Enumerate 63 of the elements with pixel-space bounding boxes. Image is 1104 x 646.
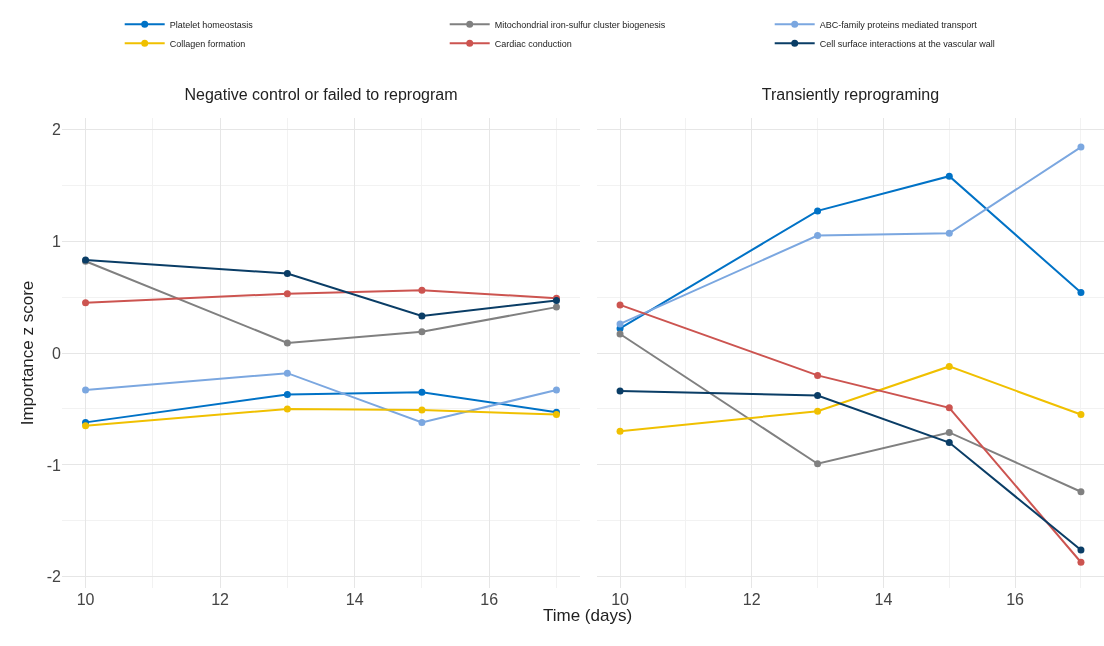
x-axis-title: Time (days) <box>543 606 633 625</box>
point <box>814 232 822 239</box>
point <box>1077 488 1085 496</box>
point <box>283 390 291 398</box>
x-tick-label: 16 <box>1006 591 1025 608</box>
x-tick-label: 10 <box>611 591 630 608</box>
x-tick-label: 14 <box>345 591 364 608</box>
point <box>418 418 426 426</box>
point <box>552 303 560 311</box>
point <box>814 407 822 415</box>
point <box>814 460 822 468</box>
y-tick-label: 2 <box>52 120 62 138</box>
point <box>283 270 291 278</box>
point <box>1077 558 1085 566</box>
y-axis-title: Importance z score <box>18 280 38 426</box>
point <box>552 386 560 394</box>
point <box>616 427 624 435</box>
point <box>283 405 291 413</box>
point <box>814 392 822 400</box>
point <box>418 312 426 320</box>
legend-label: Cell surface interactions at the vascular wall <box>819 38 995 49</box>
point <box>418 388 426 396</box>
legend-label: Cardiac conduction <box>494 38 572 49</box>
point <box>82 299 90 307</box>
x-tick-label: 16 <box>480 591 499 608</box>
chart-title: Transiently reprograming <box>761 86 940 103</box>
point <box>814 371 822 379</box>
point <box>616 301 624 309</box>
x-tick-label: 14 <box>874 591 893 608</box>
y-tick-label: 0 <box>52 344 62 362</box>
point <box>945 172 953 180</box>
legend-label: Platelet homeostasis <box>169 19 254 30</box>
legend-label: ABC-family proteins mediated transport <box>819 19 978 30</box>
point <box>945 362 953 370</box>
point <box>945 229 953 237</box>
y-tick-label: 1 <box>52 232 62 250</box>
x-tick-label: 12 <box>742 591 761 608</box>
point <box>1077 546 1085 554</box>
chart-title: Negative control or failed to reprogram <box>184 86 458 103</box>
point <box>1077 411 1085 419</box>
point <box>283 369 291 377</box>
point <box>616 330 624 338</box>
legend-label: Mitochondrial iron-sulfur cluster biogenesis <box>494 19 666 30</box>
point <box>1077 143 1085 151</box>
x-tick-label: 12 <box>211 591 230 608</box>
y-tick-label: -1 <box>46 456 62 474</box>
point <box>418 286 426 294</box>
legend-label: Collagen formation <box>169 38 246 49</box>
point <box>82 386 90 394</box>
y-tick-label: -2 <box>46 568 62 586</box>
point <box>283 290 291 298</box>
point <box>1077 289 1085 297</box>
x-tick-label: 10 <box>76 591 95 608</box>
point <box>418 328 426 336</box>
point <box>945 428 953 436</box>
point <box>616 320 624 328</box>
point <box>616 387 624 395</box>
point <box>945 439 953 447</box>
point <box>945 404 953 412</box>
point <box>814 207 822 215</box>
point <box>418 406 426 414</box>
point <box>82 422 90 430</box>
point <box>283 339 291 347</box>
